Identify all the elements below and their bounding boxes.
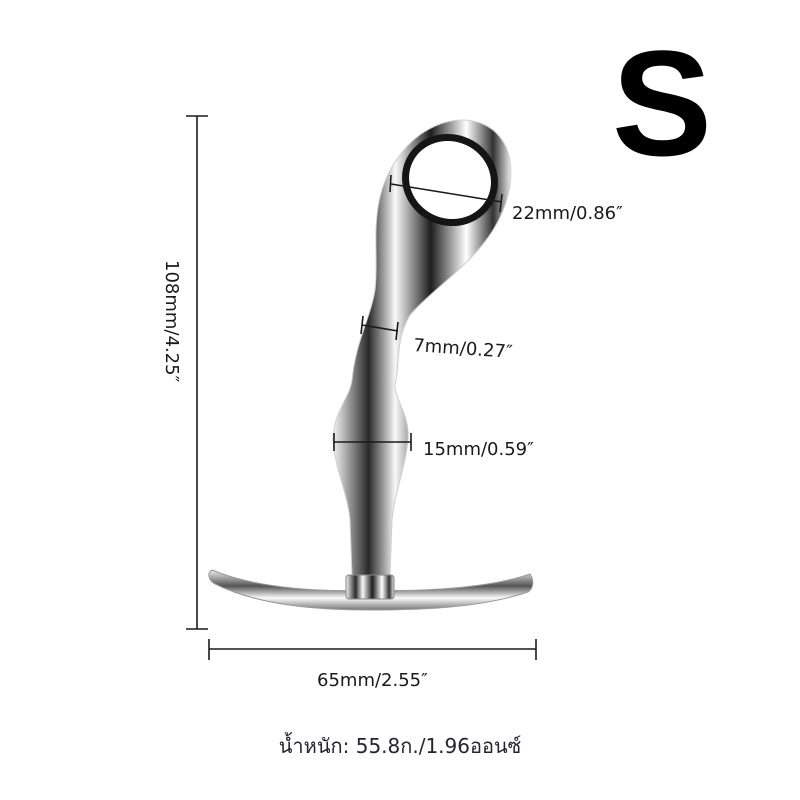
dimension-lines	[186, 115, 537, 660]
head-diameter-label: 22mm/0.86″	[512, 203, 623, 224]
weight-label: น้ำหนัก: 55.8ก./1.96ออนซ์	[278, 734, 522, 758]
head-reflection	[402, 133, 498, 227]
neck-dimension-line	[360, 315, 399, 341]
product-body	[332, 119, 512, 576]
product-photo	[208, 119, 534, 611]
base-collar	[345, 574, 395, 600]
handle-width-label: 65mm/2.55″	[317, 670, 428, 691]
width-dimension-line	[208, 639, 537, 660]
neck-diameter-label: 7mm/0.27″	[413, 335, 514, 363]
base-diameter-label: 15mm/0.59″	[423, 439, 534, 460]
base-dimension-line	[333, 433, 412, 451]
total-length-label: 108mm/4.25″	[161, 260, 182, 383]
head-dimension-line	[389, 174, 503, 213]
length-dimension-line	[186, 115, 208, 630]
size-label: S	[612, 19, 713, 187]
